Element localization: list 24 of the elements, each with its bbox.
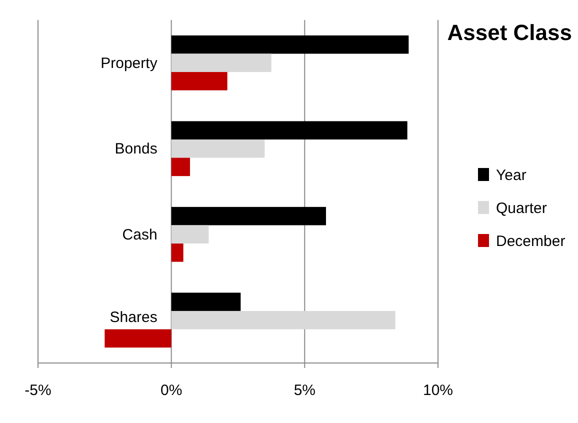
legend-label: Year bbox=[496, 167, 526, 184]
x-tick-label: -5% bbox=[24, 382, 52, 399]
legend-label: Quarter bbox=[496, 200, 547, 217]
y-tick-label: Property bbox=[100, 54, 158, 72]
bar bbox=[171, 225, 209, 244]
bar bbox=[171, 121, 408, 140]
legend-label: December bbox=[496, 233, 566, 250]
bar bbox=[104, 329, 172, 348]
bar bbox=[171, 35, 409, 54]
bar bbox=[171, 72, 228, 90]
bar bbox=[171, 310, 396, 330]
y-tick-label: Cash bbox=[122, 226, 158, 244]
y-tick-label: Bonds bbox=[114, 140, 158, 158]
bar bbox=[171, 139, 265, 158]
bar bbox=[171, 158, 190, 176]
text: Asset Class bbox=[447, 20, 572, 45]
bar bbox=[171, 292, 241, 311]
bar bbox=[171, 244, 184, 262]
x-tick-label: 5% bbox=[294, 382, 316, 399]
y-tick-label: Shares bbox=[110, 308, 158, 326]
bar bbox=[171, 206, 326, 226]
bar bbox=[171, 54, 272, 72]
x-tick-label: 10% bbox=[422, 382, 454, 399]
x-tick-label: 0% bbox=[160, 382, 182, 399]
